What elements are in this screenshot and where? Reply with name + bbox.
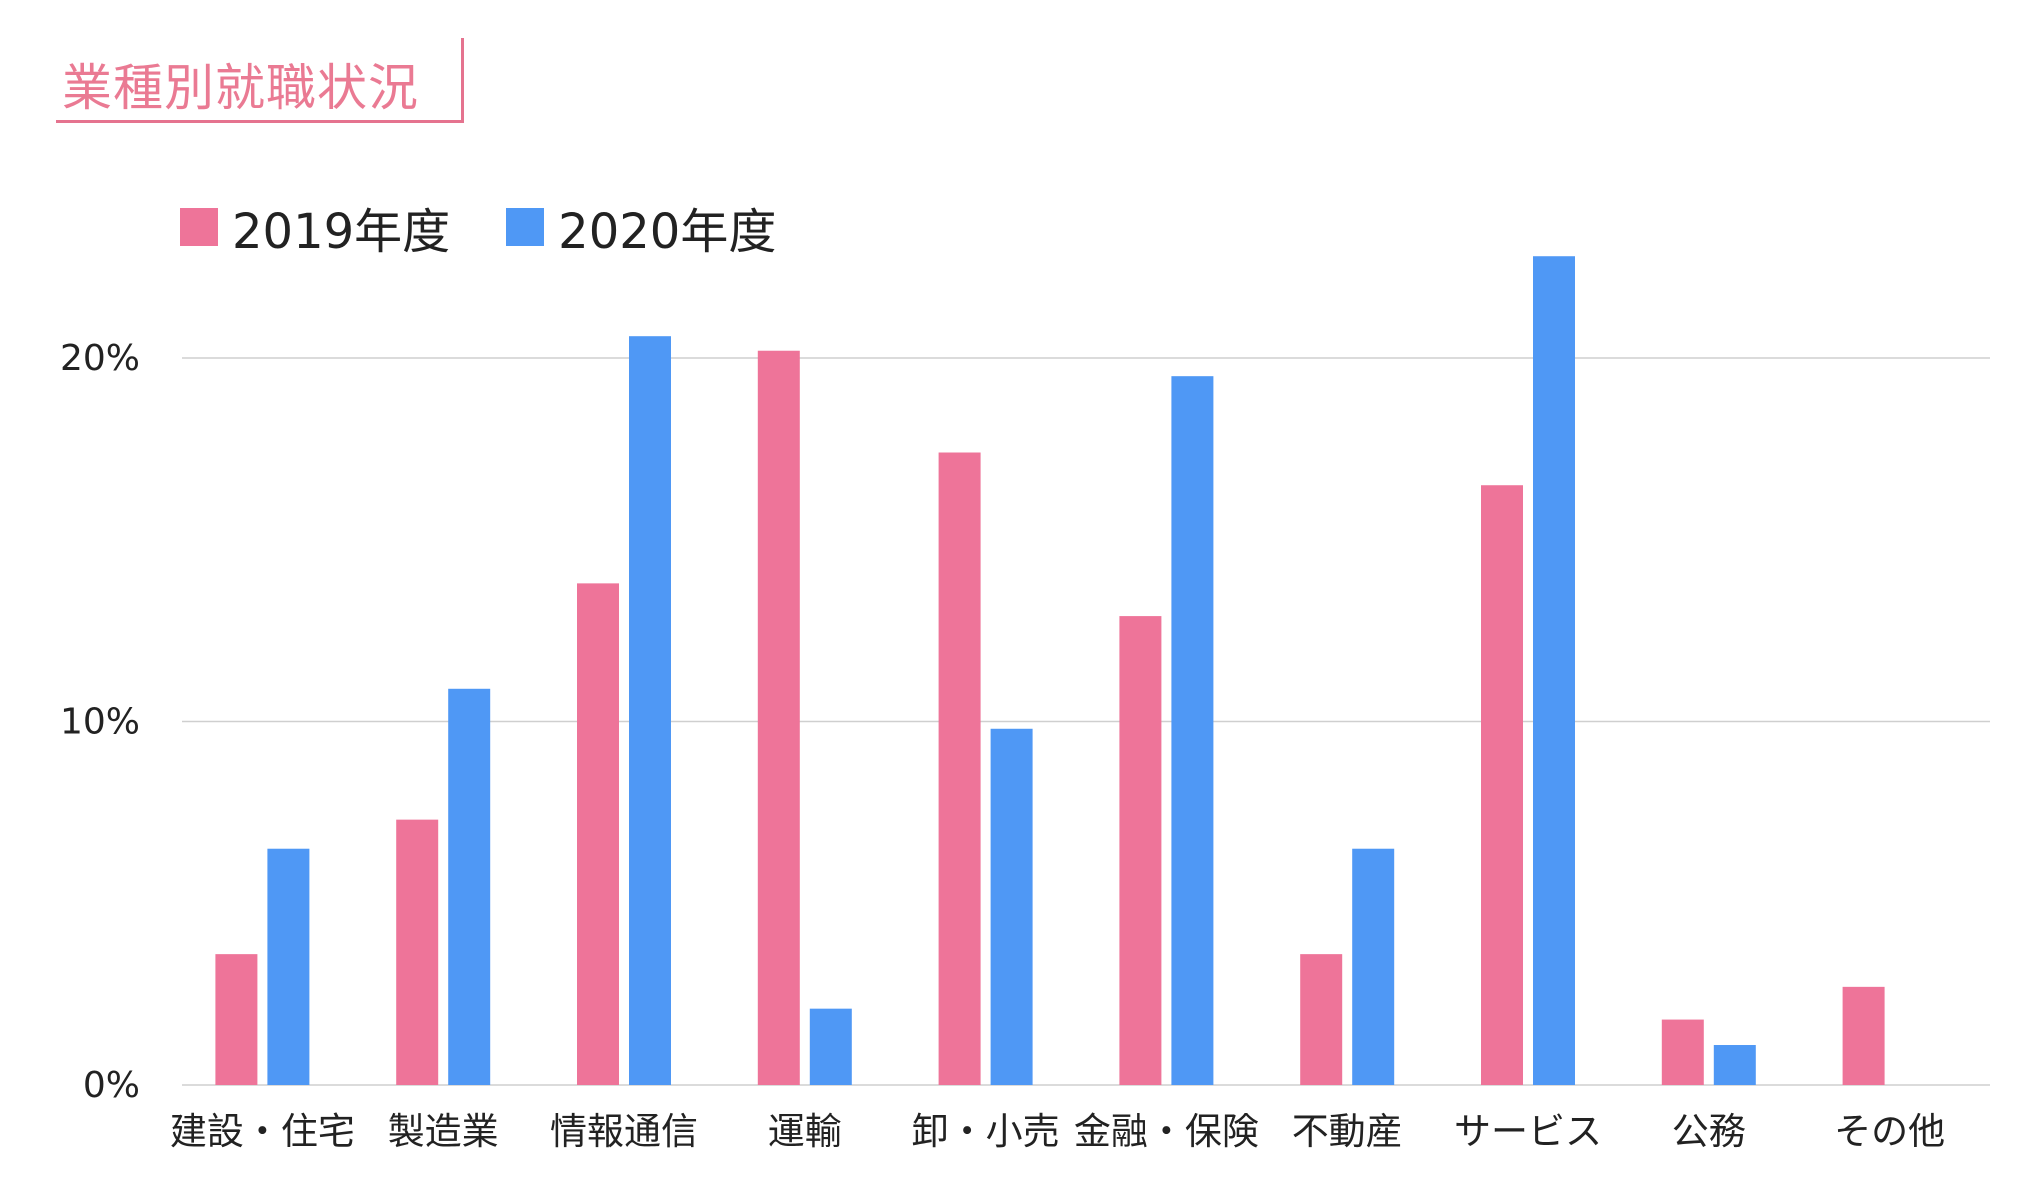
bar-2019年度-その他 (1842, 986, 1885, 1085)
legend-item-2020: 2020年度 (506, 192, 776, 262)
bar-2020年度-公務 (1713, 1045, 1756, 1085)
bars (215, 256, 1885, 1086)
bar-2019年度-公務 (1661, 1019, 1704, 1085)
legend: 2019年度 2020年度 (180, 192, 832, 262)
y-tick-label: 10% (60, 702, 140, 743)
bar-2020年度-金融・保険 (1171, 376, 1214, 1085)
y-axis-ticks: 0% 10% 20% (60, 338, 140, 1106)
chart-title: 業種別就職状況 (62, 59, 419, 117)
legend-swatch-2019 (180, 208, 218, 246)
bar-2019年度-卸・小売 (938, 452, 981, 1085)
y-tick-label: 20% (60, 338, 140, 379)
x-category-label: 製造業 (388, 1110, 499, 1153)
legend-swatch-2020 (506, 208, 545, 246)
bar-2020年度-不動産 (1352, 848, 1395, 1085)
x-category-label: 公務 (1672, 1110, 1746, 1153)
legend-label-2019: 2019年度 (232, 204, 451, 260)
chart-title-frame: 業種別就職状況 (56, 38, 464, 123)
bar-2020年度-建設・住宅 (267, 848, 310, 1085)
legend-label-2020: 2020年度 (558, 204, 777, 260)
x-category-label: 運輸 (768, 1110, 842, 1153)
bar-2019年度-製造業 (396, 819, 439, 1085)
y-tick-label: 0% (83, 1065, 140, 1106)
bar-2020年度-サービス (1533, 256, 1575, 1086)
bar-2019年度-建設・住宅 (215, 954, 258, 1085)
x-category-label: サービス (1454, 1110, 1602, 1153)
x-category-label: 情報通信 (550, 1110, 698, 1153)
bar-2019年度-金融・保険 (1119, 616, 1162, 1085)
bar-2020年度-運輸 (809, 1008, 852, 1085)
x-category-label: その他 (1834, 1110, 1945, 1153)
bar-2019年度-不動産 (1300, 954, 1343, 1085)
legend-item-2019: 2019年度 (180, 192, 450, 262)
x-axis-labels: 建設・住宅 製造業 情報通信 運輸 卸・小売 金融・保険 不動産 サービス 公務 その他 (170, 1110, 1945, 1153)
x-category-label: 金融・保険 (1074, 1110, 1259, 1153)
bar-2019年度-運輸 (757, 350, 800, 1086)
bar-2020年度-情報通信 (629, 336, 671, 1085)
bar-2019年度-サービス (1481, 485, 1523, 1086)
bar-2020年度-製造業 (448, 688, 491, 1085)
x-category-label: 不動産 (1292, 1110, 1403, 1153)
x-category-label: 建設・住宅 (170, 1110, 355, 1153)
x-category-label: 卸・小売 (912, 1110, 1060, 1153)
bar-2020年度-卸・小売 (990, 728, 1033, 1085)
bar-2019年度-情報通信 (577, 583, 619, 1085)
